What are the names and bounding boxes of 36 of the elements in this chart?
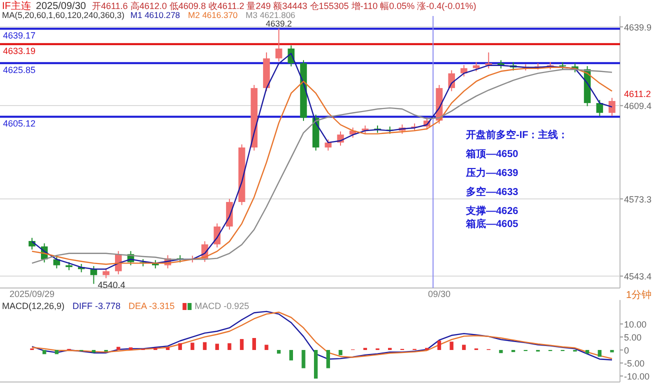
annotation: 4639.2 xyxy=(266,18,292,29)
y-tick-label: 5.00 xyxy=(624,332,642,342)
legend-title: MA(5,20,60,1,60,120,240,360,3) xyxy=(2,10,125,20)
text: M1 4610.278 xyxy=(130,10,180,20)
annotation: 箱顶—4650 xyxy=(465,148,519,160)
y-tick-label: 10.00 xyxy=(624,319,647,330)
chart-subtitle: 2025/09/30 xyxy=(36,1,86,12)
chart-title: IF主连 xyxy=(2,0,31,12)
y-tick-label: 4543.4 xyxy=(624,272,652,282)
y-tick-label: 0 xyxy=(624,345,630,356)
annotation: 支撑—4626 xyxy=(465,205,519,217)
annotation: 4540.4 xyxy=(98,280,126,290)
y-tick-label: -10.00 xyxy=(624,372,650,382)
annotation: 开盘前多空-IF：主线： xyxy=(465,129,568,141)
text: M2 4616.370 xyxy=(188,10,238,20)
ref-line-label: 4633.19 xyxy=(3,46,36,56)
annotation: 压力—4639 xyxy=(465,167,519,179)
x-tick-label: 2025/09/29 xyxy=(9,289,55,299)
text: DIFF -3.778 xyxy=(72,301,121,311)
y-tick-label: 4609.4 xyxy=(624,101,652,112)
text: 1分钟 xyxy=(626,289,652,301)
text: DEA -3.315 xyxy=(128,301,175,311)
ref-line-label: 4605.12 xyxy=(3,118,36,129)
text: M3 4621.806 xyxy=(246,10,296,20)
ref-line-label: 4625.85 xyxy=(3,65,36,76)
y-tick-label: 4639.9 xyxy=(624,22,652,32)
x-tick-label: 09/30 xyxy=(428,289,450,299)
text: 开4611.6 高4612.0 低4609.8 收4611.2 量249 额34443 仓155305 增-110 幅0.05% 涨-0.4(-0.01%) xyxy=(92,1,476,11)
legend-label: MACD -0.925 xyxy=(194,301,250,311)
chart-title: MACD(12,26,9) xyxy=(2,301,65,311)
text: 4611.2 xyxy=(624,88,651,99)
annotation: 箱底—4605 xyxy=(465,218,519,230)
ref-line-label: 4639.17 xyxy=(3,30,36,41)
annotation: 多空—4633 xyxy=(466,186,519,198)
y-tick-label: 4573.3 xyxy=(624,194,652,204)
y-tick-label: -5.00 xyxy=(624,358,645,368)
